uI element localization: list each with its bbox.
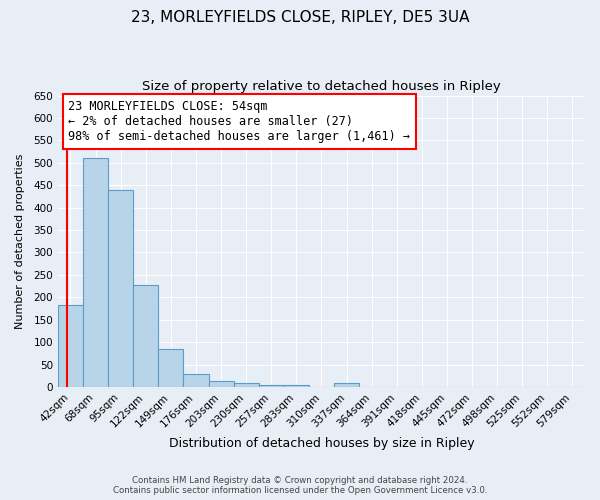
Bar	[184, 374, 209, 387]
Bar	[209, 381, 233, 387]
Bar	[334, 384, 359, 387]
Bar	[259, 384, 284, 387]
Bar	[58, 305, 83, 387]
Text: Contains HM Land Registry data © Crown copyright and database right 2024.
Contai: Contains HM Land Registry data © Crown c…	[113, 476, 487, 495]
X-axis label: Distribution of detached houses by size in Ripley: Distribution of detached houses by size …	[169, 437, 474, 450]
Text: 23, MORLEYFIELDS CLOSE, RIPLEY, DE5 3UA: 23, MORLEYFIELDS CLOSE, RIPLEY, DE5 3UA	[131, 10, 469, 25]
Bar	[83, 158, 108, 387]
Bar	[233, 384, 259, 387]
Y-axis label: Number of detached properties: Number of detached properties	[15, 154, 25, 329]
Bar	[284, 384, 309, 387]
Bar	[108, 190, 133, 387]
Title: Size of property relative to detached houses in Ripley: Size of property relative to detached ho…	[142, 80, 501, 93]
Bar	[158, 349, 184, 387]
Text: 23 MORLEYFIELDS CLOSE: 54sqm
← 2% of detached houses are smaller (27)
98% of sem: 23 MORLEYFIELDS CLOSE: 54sqm ← 2% of det…	[68, 100, 410, 143]
Bar	[133, 284, 158, 387]
